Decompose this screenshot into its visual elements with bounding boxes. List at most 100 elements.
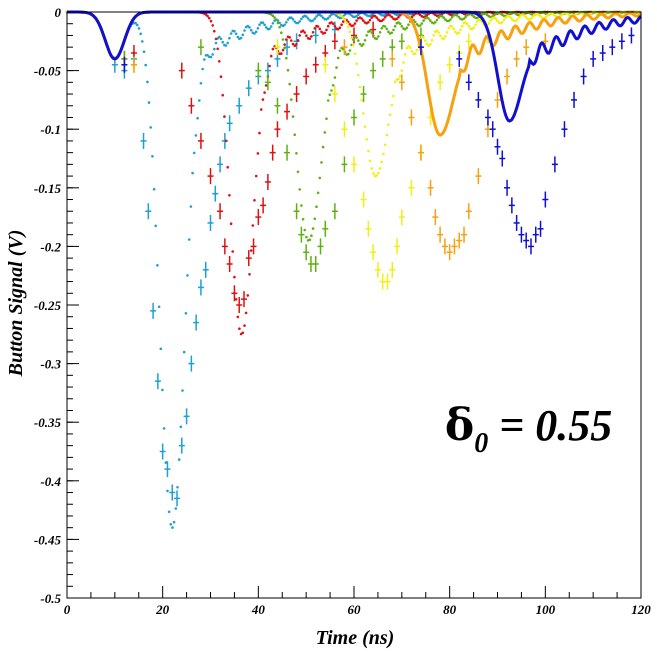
series-3-dot [459,28,462,32]
series-0-dot [305,15,308,18]
series-0-dot [249,28,253,32]
series-1-dot [259,108,263,111]
series-1-dot [336,27,340,31]
series-1-dot [323,31,327,35]
series-0-dot [293,20,297,23]
series-2-dot [462,17,466,21]
series-2-dot [362,43,365,46]
series-0-dot [285,21,288,24]
series-0-dot [283,23,286,27]
series-2-dot [315,205,318,208]
series-2-dot [392,28,395,32]
series-3-dot [341,16,345,19]
series-0-dot [253,32,256,35]
series-3-dot [425,42,429,46]
series-1-dot [216,47,219,51]
series-0-dot [154,224,157,228]
series-1-dot [283,43,286,46]
series-0-dot [141,40,144,43]
series-3-dot [388,113,392,116]
series-1-dot [367,21,370,24]
series-3-dot [454,30,457,34]
series-0-dot [211,53,214,56]
series-layer [65,10,643,529]
series-1-dot [341,20,345,23]
series-1-dot [308,37,312,40]
series-1-dot [249,249,253,252]
series-1-dot [253,199,256,202]
series-3-dot [424,39,427,42]
series-0-dot [271,22,275,25]
series-1-dot [269,54,273,58]
series-0-dot [291,18,295,21]
y-tick-label: -0.4 [40,474,61,489]
series-0-dot [254,30,258,34]
series-1-dot [221,93,224,97]
series-3-dot [380,160,384,164]
series-0-dot [169,523,173,526]
series-1-dot [410,15,414,19]
series-2-dot [335,66,338,69]
series-0-dot [147,101,151,104]
series-2-dot [347,52,350,56]
series-0-dot [335,14,338,17]
series-2-dot [368,29,372,32]
series-1-dot [348,23,352,26]
series-2-dot [390,31,394,35]
series-0-dot [306,17,310,20]
series-1-dot [390,15,394,19]
series-3-dot [517,15,521,19]
series-1-dot [263,91,266,94]
series-1-dot [231,250,234,253]
series-1-dot [251,224,255,227]
series-1-dot [352,24,355,27]
series-3-dot [413,52,417,55]
series-3-dot [429,43,432,46]
series-3-dot [465,22,469,26]
series-0-dot [313,17,317,20]
y-tick-label: -0.45 [34,532,62,547]
series-1-dot [310,35,313,38]
series-2-dot [286,68,290,72]
series-0-dot [161,388,164,392]
series-3-dot [410,50,414,53]
series-0-dot [214,41,218,45]
series-3-dot [360,98,364,102]
series-2-dot [293,133,297,136]
series-0-dot [311,19,315,22]
series-2-dot [403,27,407,31]
series-3-dot [398,74,402,78]
series-0-dot [206,54,209,57]
series-1-dot [248,273,251,276]
series-0-dot [146,80,149,84]
series-1-dot [219,75,223,78]
series-3-dot [400,69,404,72]
series-3-dot [439,34,442,37]
series-2-dot [377,35,380,38]
series-2-dot [470,13,474,17]
series-2-dot [363,39,367,42]
series-2-dot [427,17,430,20]
series-0-dot [152,187,156,191]
series-2-dot [320,161,323,164]
series-2-dot [300,204,303,207]
series-3-dot [474,23,477,27]
series-2-dot [285,56,288,60]
series-2-dot [383,25,387,28]
series-0-dot [172,520,176,524]
annotation-subscript: 0 [474,428,488,459]
series-1-dot [238,327,241,331]
series-3-dot [393,80,397,84]
series-2-dot [321,145,325,149]
series-3-dot [546,14,549,17]
series-0-dot [164,461,168,464]
series-3-dot [504,16,507,19]
y-tick-label: -0.3 [40,357,61,372]
series-3-dot [447,27,451,30]
series-0-dot [189,205,193,208]
series-2-dot [375,37,379,40]
x-tick-label: 100 [536,602,556,617]
series-3-dot [363,125,367,128]
series-2-dot [326,99,330,102]
series-2-dot [316,191,320,195]
